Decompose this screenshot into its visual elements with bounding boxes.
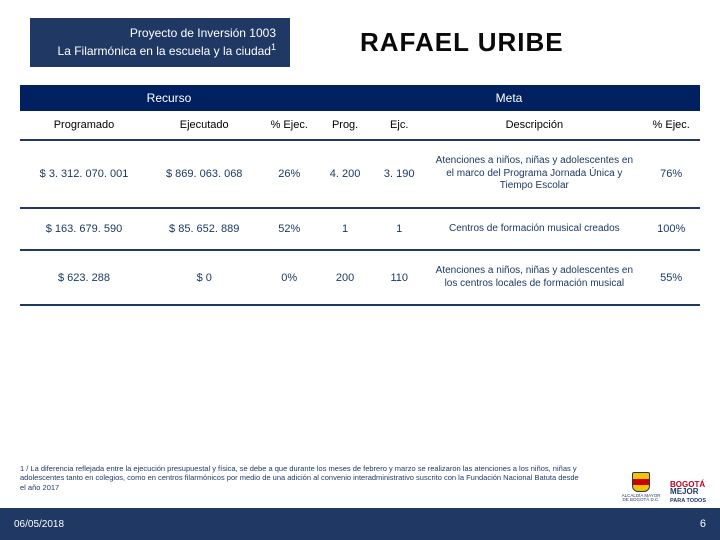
cell-prog: 200 [318,250,372,305]
logo-bogota-l2: MEJOR [670,487,698,496]
cell-ejecutado: $ 869. 063. 068 [148,140,260,208]
footnote: 1 / La diferencia reflejada entre la eje… [20,464,580,492]
group-header-row: Recurso Meta [20,85,700,111]
page-title: RAFAEL URIBE [320,27,564,58]
cell-pct-m: 100% [642,208,700,251]
col-programado: Programado [20,111,148,140]
col-pct-m: % Ejec. [642,111,700,140]
cell-ejc: 110 [372,250,426,305]
data-table: Recurso Meta Programado Ejecutado % Ejec… [20,85,700,306]
logo-bogota-l3: PARA TODOS [670,498,706,504]
cell-prog: 1 [318,208,372,251]
group-meta: Meta [318,85,700,111]
logo-bogota: BOGOTÁ MEJOR PARA TODOS [670,481,706,504]
cell-desc: Atenciones a niños, niñas y adolescentes… [426,250,642,305]
project-sup: 1 [271,42,276,52]
header-row: Proyecto de Inversión 1003 La Filarmónic… [0,0,720,77]
footer-bar: 06/05/2018 6 [0,508,720,540]
col-prog: Prog. [318,111,372,140]
footer-page: 6 [700,518,706,530]
footer-logos: ALCALDÍA MAYORDE BOGOTÁ D.C. BOGOTÁ MEJO… [620,470,706,504]
cell-pct-m: 76% [642,140,700,208]
cell-prog: 4. 200 [318,140,372,208]
cell-desc: Centros de formación musical creados [426,208,642,251]
project-line1: Proyecto de Inversión 1003 [44,26,276,42]
project-line2: La Filarmónica en la escuela y la ciudad… [44,42,276,60]
cell-desc: Atenciones a niños, niñas y adolescentes… [426,140,642,208]
cell-pct-m: 55% [642,250,700,305]
project-box: Proyecto de Inversión 1003 La Filarmónic… [30,18,290,67]
col-desc: Descripción [426,111,642,140]
cell-ejc: 1 [372,208,426,251]
footer-date: 06/05/2018 [14,519,64,530]
group-recurso: Recurso [20,85,318,111]
logo-alcaldia: ALCALDÍA MAYORDE BOGOTÁ D.C. [620,470,662,504]
cell-pct-r: 0% [260,250,318,305]
col-ejecutado: Ejecutado [148,111,260,140]
col-ejc: Ejc. [372,111,426,140]
cell-pct-r: 52% [260,208,318,251]
cell-ejecutado: $ 0 [148,250,260,305]
table-row: $ 163. 679. 590$ 85. 652. 88952%11Centro… [20,208,700,251]
cell-programado: $ 163. 679. 590 [20,208,148,251]
cell-programado: $ 623. 288 [20,250,148,305]
col-header-row: Programado Ejecutado % Ejec. Prog. Ejc. … [20,111,700,140]
table-row: $ 3. 312. 070. 001$ 869. 063. 06826%4. 2… [20,140,700,208]
cell-ejecutado: $ 85. 652. 889 [148,208,260,251]
logo-alcaldia-text: ALCALDÍA MAYORDE BOGOTÁ D.C. [622,494,661,503]
cell-programado: $ 3. 312. 070. 001 [20,140,148,208]
col-pct-r: % Ejec. [260,111,318,140]
shield-icon [632,472,650,492]
cell-ejc: 3. 190 [372,140,426,208]
cell-pct-r: 26% [260,140,318,208]
table-row: $ 623. 288$ 00%200110Atenciones a niños,… [20,250,700,305]
